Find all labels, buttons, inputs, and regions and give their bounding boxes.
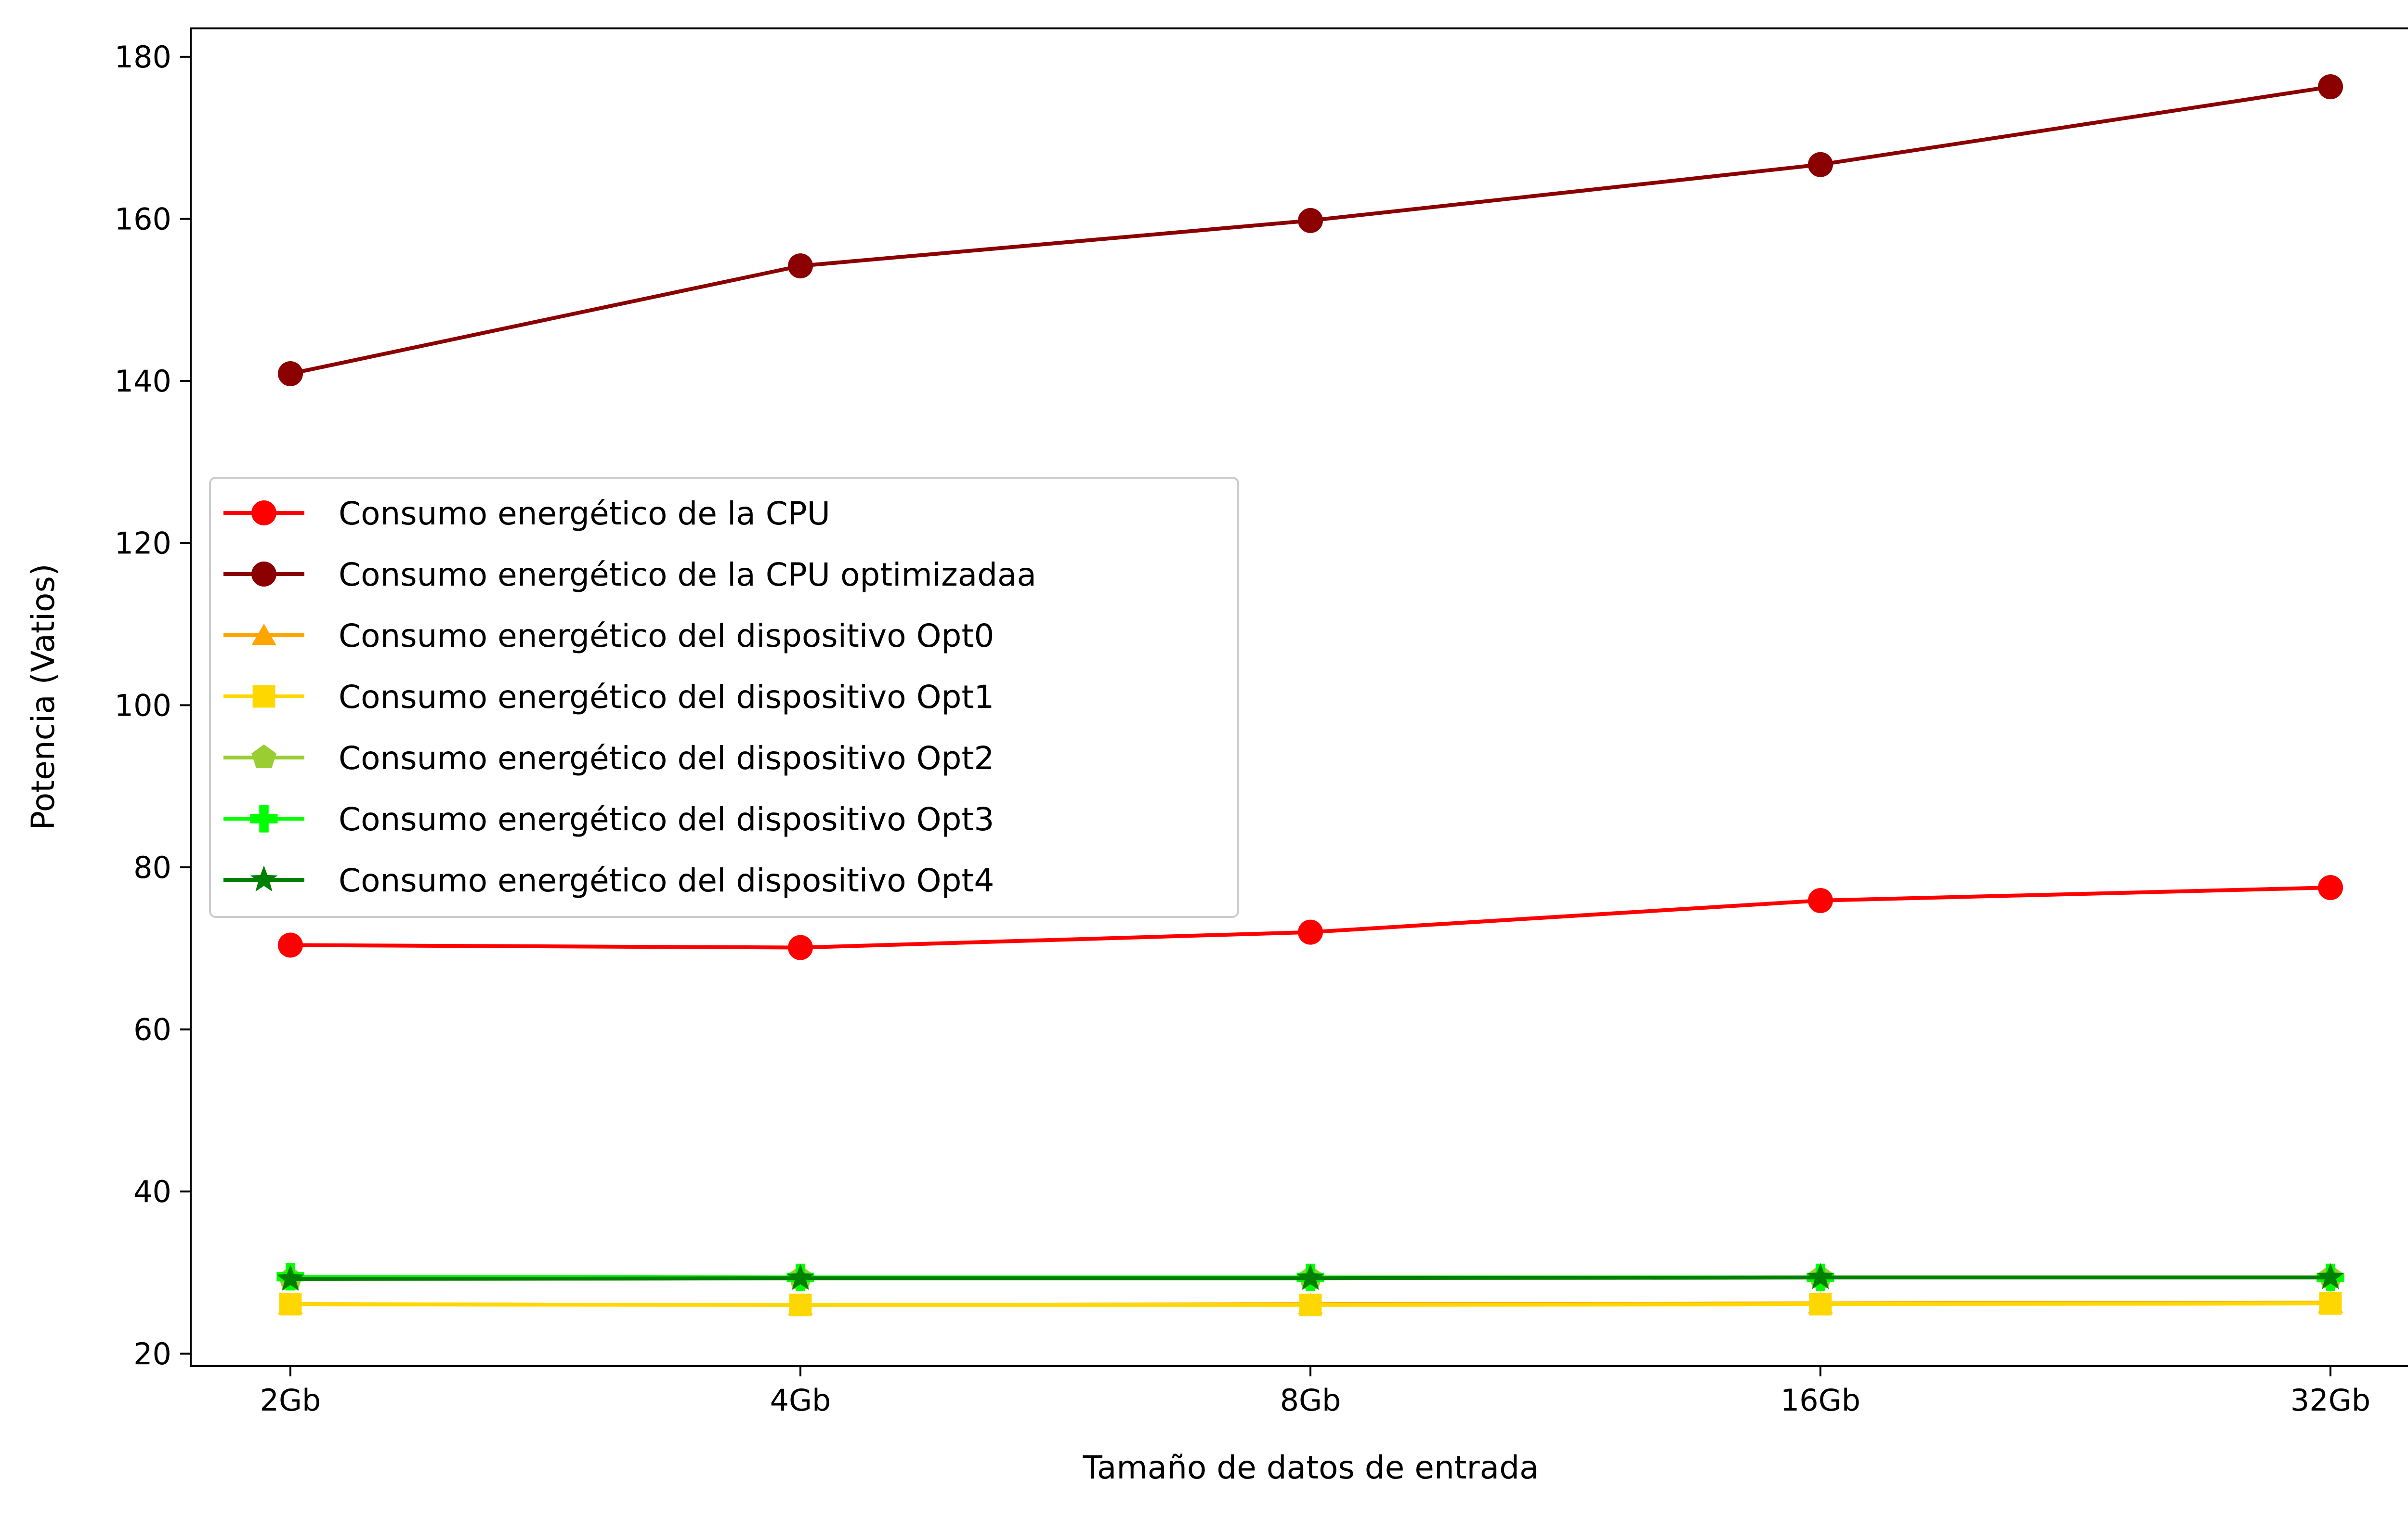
y-tick-label: 120 (115, 526, 171, 561)
y-tick-label: 20 (133, 1336, 171, 1372)
legend-label: Consumo energético de la CPU optimizadaa (339, 556, 1036, 593)
legend-marker (250, 805, 278, 833)
legend-label: Consumo energético del dispositivo Opt0 (339, 617, 994, 654)
legend: Consumo energético de la CPU Consumo ener… (209, 477, 1239, 918)
data-point (2319, 1292, 2342, 1315)
legend-marker (252, 685, 275, 708)
legend-label: Consumo energético del dispositivo Opt4 (339, 862, 994, 899)
legend-box (209, 477, 1239, 918)
legend-entry: Consumo energético del dispositivo Opt1 (223, 679, 994, 716)
legend-marker (250, 865, 278, 892)
y-tick-label: 40 (133, 1174, 171, 1209)
legend-entry: Consumo energético del dispositivo Opt0 (223, 617, 994, 654)
y-tick-label: 80 (133, 850, 171, 885)
axes-layer: 20 40 60 80 100 120 140 160 180 2Gb 4Gb 8Gb 16Gb 32Gb (115, 27, 2408, 1418)
series-7 (276, 1263, 2344, 1291)
data-point (278, 361, 303, 386)
series-1 (278, 875, 2343, 960)
series-layer (276, 74, 2344, 1317)
data-point (789, 1294, 812, 1317)
data-point (788, 253, 813, 279)
legend-entry: Consumo energético de la CPU optimizadaa (223, 556, 1036, 593)
data-point (786, 1264, 814, 1290)
data-point (276, 1265, 304, 1291)
series-2 (278, 74, 2343, 386)
series-4 (279, 1292, 2342, 1317)
data-point (1298, 208, 1323, 233)
y-tick-label: 100 (115, 688, 171, 723)
legend-entry: Consumo energético del dispositivo Opt2 (223, 740, 994, 777)
data-point (1299, 1294, 1322, 1317)
x-tick-label: 16Gb (1780, 1383, 1860, 1418)
legend-marker (251, 624, 276, 645)
data-point (279, 1293, 302, 1316)
y-tick-label: 180 (115, 39, 171, 75)
y-tick-label: 160 (115, 202, 171, 237)
legend-marker (251, 744, 276, 769)
data-point (2316, 1263, 2344, 1289)
data-point (1806, 1263, 1834, 1289)
x-tick-label: 4Gb (770, 1383, 831, 1418)
data-point (278, 932, 303, 958)
x-tick-label: 32Gb (2290, 1383, 2370, 1418)
legend-marker (251, 500, 276, 525)
x-tick-label: 2Gb (260, 1383, 321, 1418)
x-tick-label: 8Gb (1280, 1383, 1341, 1418)
data-point (2318, 74, 2343, 100)
data-point (1298, 919, 1323, 945)
plot-frame (190, 27, 2408, 1367)
legend-entry: Consumo energético del dispositivo Opt3 (223, 801, 994, 838)
data-point (788, 935, 813, 960)
data-point (2318, 875, 2343, 901)
data-point (1808, 888, 1833, 913)
data-point (1296, 1264, 1324, 1290)
legend-label: Consumo energético del dispositivo Opt1 (339, 679, 994, 716)
y-axis-label: Potencia (Vatios) (25, 563, 62, 830)
legend-entry: Consumo energético del dispositivo Opt4 (223, 862, 994, 899)
legend-label: Consumo energético del dispositivo Opt2 (339, 740, 994, 777)
legend-label: Consumo energético del dispositivo Opt3 (339, 801, 994, 838)
y-tick-label: 60 (133, 1012, 171, 1047)
data-point (1809, 1293, 1832, 1316)
legend-entry: Consumo energético de la CPU (223, 495, 830, 532)
x-axis-label: Tamaño de datos de entrada (1083, 1449, 1539, 1486)
legend-marker (251, 562, 276, 587)
y-tick-label: 140 (115, 364, 171, 399)
data-point (1808, 152, 1833, 177)
legend-label: Consumo energético de la CPU (339, 495, 830, 532)
